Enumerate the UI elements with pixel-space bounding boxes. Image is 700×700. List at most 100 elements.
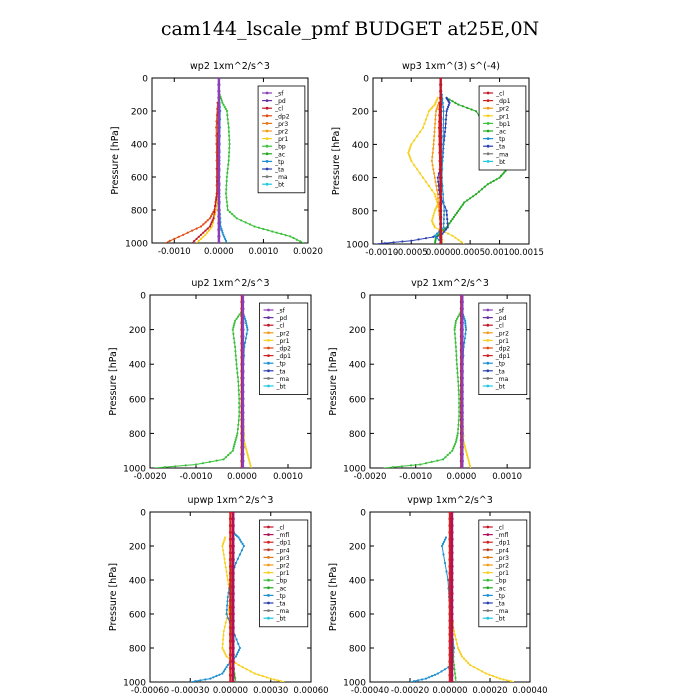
series-point (228, 646, 233, 650)
series-point (218, 673, 221, 676)
series-point (450, 578, 454, 582)
series-point (253, 225, 256, 228)
series-point (407, 151, 410, 154)
series-point (235, 317, 238, 320)
series-point (226, 171, 229, 174)
series-point (223, 625, 226, 628)
series-point (441, 542, 445, 546)
legend: _sf_pd_cl_pr2_pr1_dp2_dp1_tp_ta_ma_bt (259, 302, 309, 395)
series-point (453, 668, 456, 671)
series-point (227, 617, 230, 620)
legend-label: _ma (275, 376, 289, 383)
series-point (228, 147, 231, 150)
series-point (241, 459, 245, 463)
series-point (430, 674, 434, 678)
series-point (217, 102, 221, 106)
series-point (253, 672, 256, 675)
y-tick-label: 200 (349, 326, 366, 336)
series-point (248, 460, 251, 463)
legend-marker (486, 384, 490, 388)
series-point (452, 447, 455, 450)
legend-marker (267, 354, 270, 357)
series-layer (190, 512, 285, 682)
series-point (468, 464, 472, 467)
series-point (231, 592, 235, 596)
series-point (246, 328, 249, 331)
series-point (423, 122, 426, 125)
series-point (464, 319, 467, 322)
series-point (221, 231, 224, 234)
series-line-tp (409, 537, 455, 682)
series-point (431, 217, 434, 220)
series-point (228, 619, 233, 623)
series-point (432, 143, 435, 146)
legend-marker (267, 346, 270, 350)
series-point (208, 217, 211, 220)
series-point (427, 110, 430, 113)
series-point (460, 240, 463, 243)
legend-label: _pr2 (275, 330, 289, 337)
series-point (240, 549, 243, 552)
series-point (240, 540, 243, 543)
legend-marker (486, 122, 490, 125)
series-point (227, 608, 230, 611)
series-point (217, 201, 221, 205)
series-point (439, 103, 443, 107)
series-point (210, 221, 213, 224)
series-point (450, 537, 454, 541)
x-tick-label: -0.00040 (351, 686, 389, 696)
legend-marker (267, 369, 270, 373)
series-point (461, 203, 464, 206)
series-point (195, 227, 198, 230)
series-point (433, 130, 436, 133)
series-point (225, 109, 228, 113)
series-point (450, 632, 454, 637)
series-point (451, 100, 454, 103)
series-point (451, 218, 454, 221)
legend-label: _bt (275, 616, 286, 623)
series-point (238, 313, 241, 316)
series-point (439, 122, 443, 127)
y-tick-label: 400 (129, 577, 146, 587)
series-point (504, 169, 507, 173)
series-point (448, 101, 451, 104)
legend-label: _bp1 (495, 121, 511, 128)
series-point (244, 341, 247, 344)
series-point (437, 126, 440, 129)
series-point (460, 341, 464, 345)
series-point (444, 536, 448, 539)
y-tick-label: 1000 (346, 241, 369, 251)
series-point (215, 126, 218, 129)
series-point (454, 319, 457, 322)
y-tick-label: 1000 (125, 240, 148, 250)
legend-label: _ma (275, 608, 289, 615)
y-tick-label: 600 (129, 395, 146, 405)
series-point (224, 536, 227, 539)
legend-marker (486, 594, 490, 597)
series-point (442, 110, 445, 113)
legend-label: _dp1 (275, 353, 291, 360)
series-point (195, 237, 198, 240)
series-point (241, 390, 245, 394)
series-point (223, 538, 226, 541)
series-point (204, 221, 207, 224)
series-point (450, 592, 454, 596)
series-point (460, 418, 464, 422)
series-point (215, 208, 218, 212)
series-point (241, 542, 244, 546)
y-tick-label: 800 (352, 207, 369, 217)
legend-label: _pr1 (495, 570, 509, 577)
x-tick-label: 0.0020 (293, 247, 323, 257)
series-point (222, 649, 225, 652)
series-point (435, 204, 439, 207)
series-point (222, 540, 225, 543)
series-point (225, 196, 228, 199)
series-point (450, 551, 454, 555)
series-point (241, 431, 245, 435)
series-point (400, 465, 404, 468)
series-point (452, 629, 456, 633)
series-point (432, 214, 435, 217)
series-point (432, 147, 435, 150)
series-point (454, 337, 457, 340)
series-point (231, 626, 235, 630)
